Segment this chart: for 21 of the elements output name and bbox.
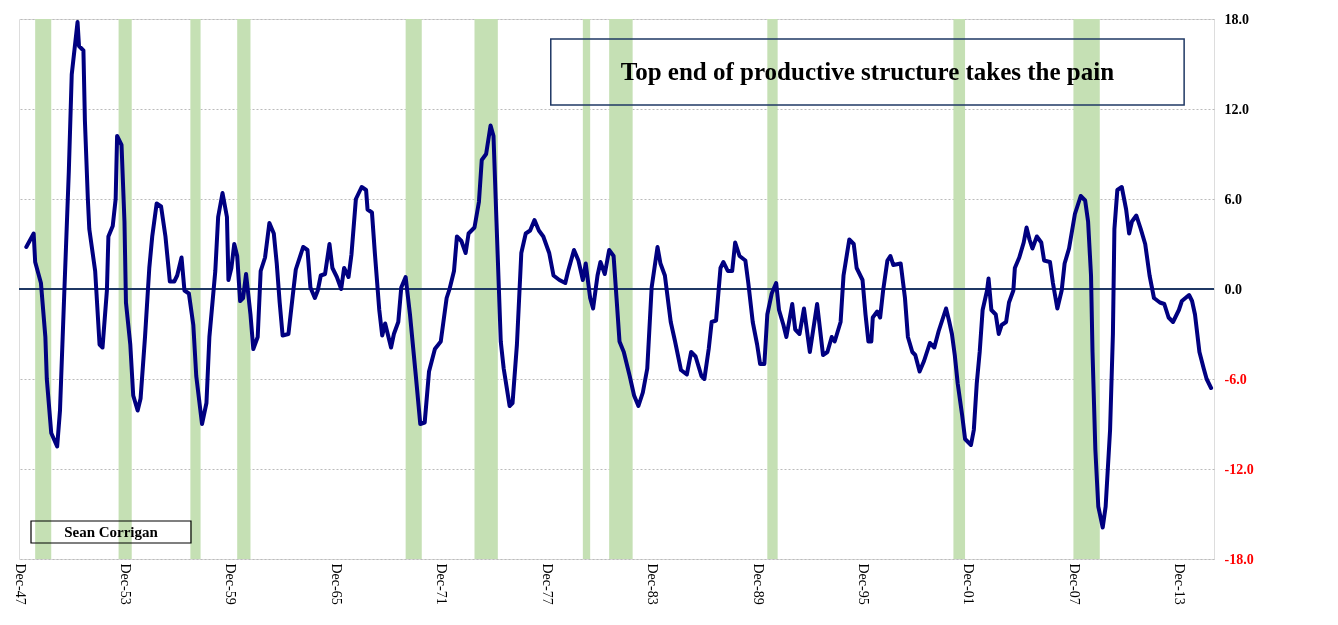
x-tick-label: Dec-89	[750, 563, 766, 605]
x-tick-label: Dec-95	[856, 563, 872, 605]
x-tick-label: Dec-59	[223, 563, 239, 605]
x-tick-label: Dec-13	[1172, 563, 1188, 605]
x-tick-label: Dec-47	[12, 563, 28, 605]
x-tick-label: Dec-53	[117, 563, 133, 605]
y-tick-label: 18.0	[1224, 11, 1249, 27]
x-tick-label: Dec-65	[328, 563, 344, 605]
text: Top end of productive structure takes the pain	[620, 58, 1115, 85]
annotation: Sean Corrigan	[64, 524, 159, 540]
y-tick-label: -12.0	[1224, 461, 1254, 477]
y-tick-label: -18.0	[1224, 551, 1254, 567]
x-tick-label: Dec-77	[539, 563, 555, 605]
x-tick-label: Dec-83	[645, 563, 661, 605]
x-tick-label: Dec-01	[961, 563, 977, 605]
x-tick-label: Dec-07	[1066, 563, 1082, 605]
y-tick-label: 0.0	[1224, 281, 1242, 297]
x-tick-label: Dec-71	[434, 563, 450, 605]
y-tick-label: -6.0	[1224, 371, 1247, 387]
y-tick-label: 6.0	[1224, 191, 1242, 207]
y-tick-label: 12.0	[1224, 101, 1249, 117]
